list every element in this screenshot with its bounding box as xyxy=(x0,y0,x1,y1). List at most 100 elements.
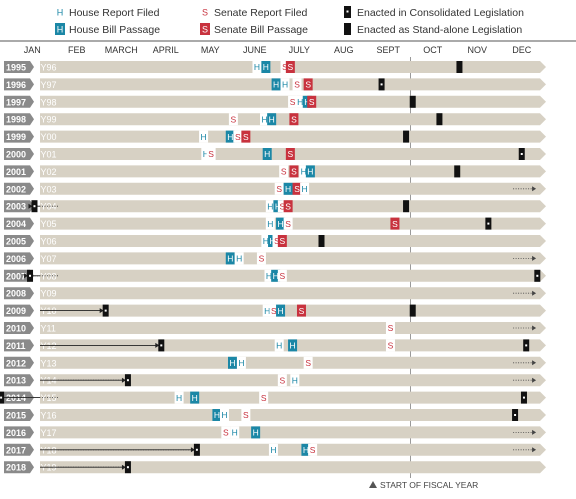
senate-report-marker xyxy=(279,165,289,178)
timeline-row: 2011 FY12 H H S xyxy=(4,339,546,352)
house-passage-letter: H xyxy=(214,410,220,420)
senate-passage-marker xyxy=(285,148,295,160)
fiscal-year-label: FY11 xyxy=(35,324,56,334)
senate-report-marker-letter: S xyxy=(202,8,208,18)
calendar-year-label: 1995 xyxy=(6,63,26,73)
row-band xyxy=(40,426,546,439)
house-passage-marker xyxy=(228,356,237,369)
consolidated-marker-dot xyxy=(380,83,383,86)
senate-passage-marker xyxy=(289,165,299,178)
month-label: AUG xyxy=(334,45,354,55)
calendar-year-label: 2006 xyxy=(6,254,26,264)
senate-report-marker xyxy=(233,130,243,143)
arrow-right-icon xyxy=(532,186,537,192)
senate-report-marker xyxy=(272,235,282,247)
consolidated-marker-dot xyxy=(126,379,129,382)
senate-report-letter: S xyxy=(261,393,267,403)
house-report-letter: H xyxy=(232,428,238,438)
fiscal-year-label: FY01 xyxy=(35,150,57,160)
row-band xyxy=(40,356,546,369)
fiscal-year-label: FY08 xyxy=(35,271,57,281)
timeline-row: 2002 FY03 S H S H xyxy=(4,182,546,195)
house-passage-letter: H xyxy=(307,167,313,177)
calendar-year-label: 2003 xyxy=(6,202,26,212)
calendar-year-label: 1996 xyxy=(6,80,26,90)
senate-report-letter: S xyxy=(388,323,394,333)
house-report-letter: H xyxy=(201,132,207,142)
house-report-marker xyxy=(268,443,278,456)
standalone-marker xyxy=(456,61,463,73)
senate-report-letter: S xyxy=(285,219,291,229)
house-passage-letter: H xyxy=(253,428,259,438)
house-report-marker xyxy=(236,356,246,369)
house-passage-letter: H xyxy=(273,271,279,281)
senate-report-marker xyxy=(256,252,266,265)
year-tab xyxy=(4,95,34,108)
calendar-year-label: 2008 xyxy=(6,289,26,299)
legend-consolidated: Enacted in Consolidated Legislation xyxy=(344,6,524,19)
legend-standalone: Enacted as Stand-alone Legislation xyxy=(344,23,522,36)
calendar-year-label: 2015 xyxy=(6,411,26,421)
consolidated-marker-dot xyxy=(29,274,32,277)
month-label: DEC xyxy=(512,45,532,55)
fiscal-year-label: FY04 xyxy=(35,202,57,212)
timeline-row: 2010 FY11 S xyxy=(4,322,546,334)
consolidated-marker-dot xyxy=(487,222,490,225)
arrow-right-icon xyxy=(532,325,537,331)
fiscal-year-label: FY99 xyxy=(35,115,57,125)
house-passage-marker xyxy=(261,61,271,73)
house-passage-letter: H xyxy=(277,219,283,229)
year-tab xyxy=(4,287,34,300)
standalone-marker xyxy=(454,165,461,178)
consolidated-marker-dot xyxy=(104,309,107,312)
senate-passage-letter: S xyxy=(285,201,291,211)
arrow-right-icon xyxy=(28,203,33,209)
triangle-up-icon xyxy=(369,481,377,488)
month-label: FEB xyxy=(68,45,86,55)
calendar-year-label: 2000 xyxy=(6,150,26,160)
year-tab xyxy=(4,165,34,178)
arrow-right-icon xyxy=(121,377,126,383)
legend-house-report: H House Report Filed xyxy=(55,6,160,19)
house-report-marker xyxy=(295,95,305,108)
timeline-row: 2014 FY15 H H S xyxy=(0,391,546,404)
fiscal-year-label: FY16 xyxy=(35,411,57,421)
fiscal-year-label: FY03 xyxy=(35,184,57,194)
row-band xyxy=(40,304,546,317)
fiscal-year-label: FY09 xyxy=(35,289,57,299)
timeline-row: 2009 FY10 H S H S xyxy=(4,304,546,317)
standalone-marker xyxy=(409,304,416,317)
senate-passage-marker-letter: S xyxy=(202,25,208,35)
house-passage-letter: H xyxy=(227,132,233,142)
year-tab xyxy=(4,148,34,160)
house-passage-marker xyxy=(276,217,286,230)
legend: H House Report Filed H House Bill Passag… xyxy=(55,6,524,36)
house-report-marker xyxy=(252,61,262,73)
consolidated-marker-dot xyxy=(536,274,539,277)
house-passage-marker xyxy=(305,165,315,178)
fiscal-year-label: FY13 xyxy=(35,358,57,368)
senate-passage-marker-icon xyxy=(200,23,210,35)
standalone-marker xyxy=(436,113,443,126)
senate-report-marker xyxy=(283,217,293,230)
house-passage-letter: H xyxy=(229,358,235,368)
senate-passage-letter: S xyxy=(309,97,315,107)
month-label: SEPT xyxy=(376,45,400,55)
house-passage-marker xyxy=(288,339,298,352)
house-passage-letter: H xyxy=(264,149,270,159)
senate-report-marker xyxy=(277,374,287,387)
house-passage-letter: H xyxy=(263,62,269,72)
row-band xyxy=(40,322,546,334)
calendar-year-label: 2014 xyxy=(6,393,26,403)
row-band xyxy=(40,443,546,456)
senate-report-letter: S xyxy=(235,132,241,142)
consolidated-marker-dot xyxy=(195,448,198,451)
house-report-marker-letter: H xyxy=(57,8,64,18)
timeline-row: 2015 FY16 H H S xyxy=(4,409,546,421)
row-band xyxy=(40,130,546,143)
senate-passage-letter: S xyxy=(243,132,249,142)
house-report-letter: H xyxy=(176,393,182,403)
row-band xyxy=(40,461,546,474)
legend-consolidated-label: Enacted in Consolidated Legislation xyxy=(357,7,524,19)
year-tab xyxy=(4,269,34,282)
